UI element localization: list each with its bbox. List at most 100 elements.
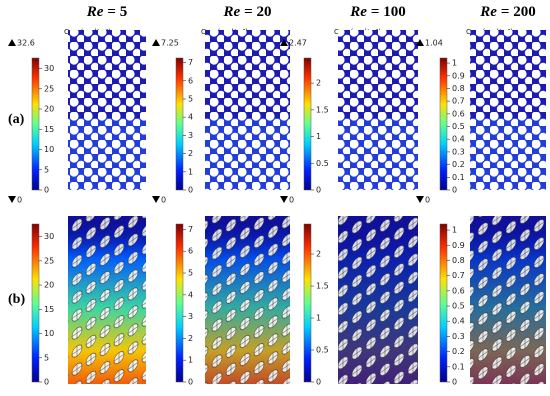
colorbar [175, 223, 184, 383]
unit-symbol: C [466, 28, 471, 36]
colorbar-tick-label: 20 [44, 281, 54, 290]
colorbar-tick-label: 0.9 [452, 241, 465, 250]
colorbar-tick-label: 7 [188, 58, 193, 67]
unit-symbol: C [64, 28, 69, 36]
colorbar [303, 57, 312, 191]
colorbar-tick-label: 1 [452, 59, 457, 68]
column-title: Re = 5 [86, 4, 127, 20]
colorbar-tick-label: 0.2 [452, 347, 465, 356]
colorbar-tick-label: 0.1 [452, 173, 465, 182]
max-marker [280, 39, 288, 46]
title-symbol: Re [86, 4, 104, 20]
title-value: = 100 [371, 4, 406, 20]
particles [68, 30, 146, 190]
colorbar-tick-label: 1.5 [316, 105, 329, 114]
colorbar-tick-label: 0.6 [452, 286, 465, 295]
colorbar-tick-label: 0.7 [452, 97, 465, 106]
colorbar-tick-label: 1 [188, 356, 193, 365]
colorbar-tick-label: 0.7 [452, 271, 465, 280]
colorbar-tick-label: 0.6 [452, 109, 465, 118]
unit-symbol: C [201, 28, 206, 36]
colorbar [31, 57, 40, 191]
colorbar-tick-label: 2 [316, 79, 321, 88]
colorbar-tick-label: 15 [44, 305, 54, 314]
max-label: 1.04 [425, 39, 443, 48]
colorbar-tick-label: 1 [316, 314, 321, 323]
particles [205, 216, 290, 384]
particles [470, 216, 546, 384]
colorbar-tick-label: 10 [44, 329, 54, 338]
max-label: 7.25 [161, 39, 179, 48]
colorbar-tick-label: 3 [188, 131, 193, 140]
min-label: 0 [161, 196, 166, 205]
colorbar-tick-label: 1 [316, 132, 321, 141]
colorbar-tick-label: 0 [452, 378, 457, 387]
colorbar-tick-label: 5 [188, 94, 193, 103]
particles [68, 216, 146, 384]
colorbar-tick-label: 2 [316, 250, 321, 259]
colorbar [439, 223, 448, 383]
colorbar-tick-label: 0 [44, 186, 49, 195]
colorbar-tick-label: 25 [44, 256, 54, 265]
title-symbol: Re [479, 4, 497, 20]
min-marker [8, 196, 16, 203]
colorbar-tick-label: 0 [188, 378, 193, 387]
colorbar-tick-label: 0.3 [452, 147, 465, 156]
colorbar-tick-label: 0 [452, 186, 457, 195]
min-label: 0 [17, 196, 22, 205]
row-label: (b) [8, 292, 25, 307]
column-title: Re = 200 [479, 4, 535, 20]
colorbar-tick-label: 30 [44, 232, 54, 241]
colorbar-tick-label: 3 [188, 312, 193, 321]
row-label: (a) [8, 112, 25, 127]
colorbar-tick-label: 0.1 [452, 362, 465, 371]
colorbar-tick-label: 1 [188, 167, 193, 176]
min-marker [280, 196, 288, 203]
max-marker [416, 39, 424, 46]
colorbar-tick-label: 0 [44, 378, 49, 387]
colorbar-tick-label: 0.3 [452, 332, 465, 341]
colorbar-tick-label: 6 [188, 247, 193, 256]
particles [205, 30, 290, 190]
colorbar-tick-label: 15 [44, 125, 54, 134]
colorbar-tick-label: 0.5 [316, 159, 329, 168]
colorbar-tick-label: 0.5 [452, 122, 465, 131]
colorbar-tick-label: 0 [316, 378, 321, 387]
colorbar-tick-label: 7 [188, 225, 193, 234]
colorbar-tick-label: 25 [44, 84, 54, 93]
colorbar-tick-label: 0.4 [452, 317, 465, 326]
colorbar [31, 223, 40, 383]
colorbar-tick-label: 2 [188, 334, 193, 343]
colorbar [303, 223, 312, 383]
colorbar-tick-label: 0.8 [452, 256, 465, 265]
particles [338, 216, 418, 384]
title-value: = 5 [107, 4, 127, 20]
title-symbol: Re [223, 4, 241, 20]
title-value: = 200 [501, 4, 536, 20]
colorbar-tick-label: 5 [188, 269, 193, 278]
colorbar-tick-label: 20 [44, 105, 54, 114]
column-title: Re = 100 [349, 4, 405, 20]
max-label: 32.6 [17, 39, 35, 48]
column-title: Re = 20 [223, 4, 272, 20]
colorbar-tick-label: 30 [44, 64, 54, 73]
min-marker [152, 196, 160, 203]
title-symbol: Re [349, 4, 367, 20]
colorbar-tick-label: 0.5 [452, 302, 465, 311]
min-label: 0 [289, 196, 294, 205]
colorbar-tick-label: 5 [44, 353, 49, 362]
colorbar-tick-label: 0 [188, 186, 193, 195]
colorbar-tick-label: 0.8 [452, 84, 465, 93]
colorbar-tick-label: 0 [316, 186, 321, 195]
min-label: 0 [425, 196, 430, 205]
colorbar-tick-label: 1 [452, 226, 457, 235]
colorbar-tick-label: 10 [44, 145, 54, 154]
colorbar-tick-label: 2 [188, 149, 193, 158]
colorbar [439, 57, 448, 191]
colorbar-tick-label: 4 [188, 113, 193, 122]
min-marker [416, 196, 424, 203]
max-marker [152, 39, 160, 46]
max-marker [8, 39, 16, 46]
particles [470, 30, 546, 190]
